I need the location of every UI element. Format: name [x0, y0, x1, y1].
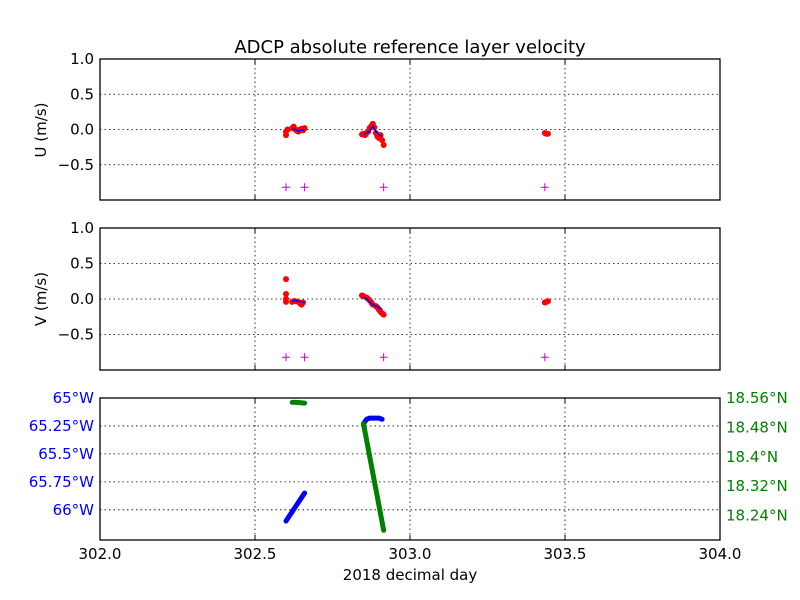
- latitude-tick-label: 18.32°N: [726, 477, 788, 495]
- x-tick-label: 303.5: [544, 545, 587, 563]
- u-y-axis-label: U (m/s): [32, 103, 50, 158]
- axes-frame: [99, 58, 721, 201]
- smoothed-velocity-line: [292, 299, 305, 304]
- latitude-tick-label: 18.48°N: [726, 418, 788, 436]
- longitude-tick-label: 65°W: [53, 389, 95, 407]
- x-tick-label: 302.0: [79, 545, 122, 563]
- velocity-point: [380, 142, 387, 149]
- x-tick-label: 302.5: [234, 545, 277, 563]
- plus-marker: [282, 183, 290, 192]
- latitude-track: [289, 399, 308, 406]
- y-tick-label: 1.0: [70, 219, 94, 237]
- velocity-point: [544, 298, 551, 305]
- velocity-point: [284, 126, 291, 133]
- x-tick-label: 304.0: [699, 545, 742, 563]
- plus-marker: [300, 353, 309, 362]
- latitude-track: [361, 421, 387, 533]
- y-tick-label: 0.5: [70, 85, 94, 103]
- longitude-tick-label: 65.75°W: [29, 473, 94, 491]
- y-tick-label: −0.5: [58, 326, 94, 344]
- axes-frame: [99, 227, 721, 371]
- longitude-track: [283, 490, 308, 524]
- latitude-tick-label: 18.56°N: [726, 389, 788, 407]
- latitude-tick-label: 18.24°N: [726, 507, 788, 525]
- smoothed-velocity-line: [363, 124, 383, 138]
- longitude-tick-label: 65.25°W: [29, 417, 94, 435]
- velocity-point: [544, 130, 551, 137]
- y-tick-label: 0.0: [70, 290, 94, 308]
- y-tick-label: 0.0: [70, 121, 94, 139]
- v-y-axis-label: V (m/s): [32, 272, 50, 326]
- plus-marker: [540, 183, 549, 192]
- velocity-point: [283, 132, 289, 139]
- y-tick-label: 0.5: [70, 255, 94, 273]
- velocity-point: [283, 298, 289, 305]
- plus-marker: [379, 183, 388, 192]
- chart-title: ADCP absolute reference layer velocity: [234, 37, 586, 58]
- velocity-point: [283, 291, 289, 298]
- plus-marker: [379, 353, 388, 362]
- x-axis-label: 2018 decimal day: [343, 566, 478, 584]
- y-tick-label: −0.5: [58, 156, 94, 174]
- y-tick-label: 1.0: [70, 50, 94, 68]
- plus-marker: [282, 353, 290, 362]
- longitude-track: [361, 415, 385, 427]
- smoothed-velocity-line: [363, 296, 383, 310]
- latitude-tick-label: 18.4°N: [726, 448, 778, 466]
- position-panel: 65°W 65.25°W 65.5°W 65.75°W 66°W 18.56°N 18.48…: [29, 389, 788, 563]
- velocity-point: [380, 311, 387, 318]
- plus-marker: [540, 353, 549, 362]
- longitude-tick-label: 66°W: [53, 501, 95, 519]
- x-tick-label: 303.0: [389, 545, 432, 563]
- longitude-tick-label: 65.5°W: [38, 445, 94, 463]
- u-velocity-panel: 1.0 0.5 0.0 −0.5: [58, 50, 721, 201]
- velocity-point: [379, 137, 386, 144]
- velocity-point: [283, 276, 289, 283]
- v-velocity-panel: 1.0 0.5 0.0 −0.5: [58, 219, 721, 371]
- smoothed-velocity-line: [292, 128, 305, 132]
- plus-marker: [300, 183, 309, 192]
- axes-frame: [99, 397, 721, 541]
